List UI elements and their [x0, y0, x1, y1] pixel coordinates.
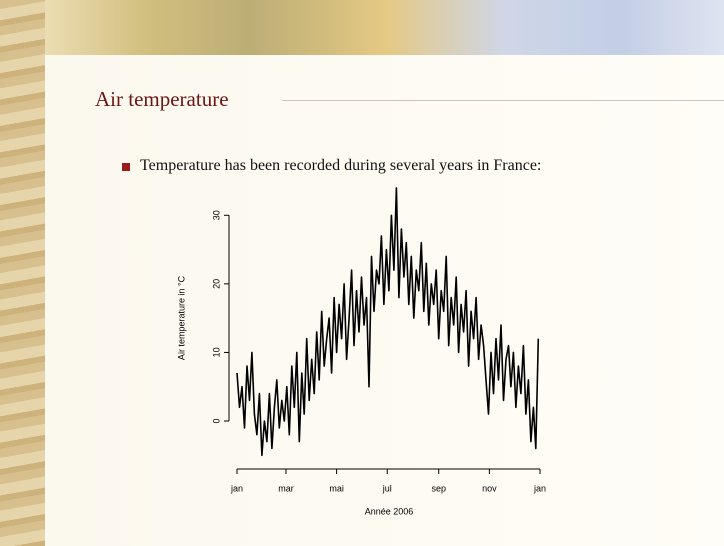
y-tick-label: 30	[211, 210, 221, 220]
x-tick-label: jan	[533, 483, 546, 493]
y-axis-title: Air temperature in °C	[176, 275, 186, 360]
temperature-line	[236, 187, 540, 457]
banner	[45, 0, 724, 55]
x-tick-label: nov	[482, 483, 497, 493]
y-tick-label: 10	[211, 347, 221, 357]
x-tick-label: mar	[278, 483, 294, 493]
x-tick-label: jul	[382, 483, 392, 493]
y-tick-label: 0	[211, 418, 221, 423]
x-tick-label: sep	[431, 483, 446, 493]
bullet-text: Temperature has been recorded during sev…	[140, 157, 542, 174]
x-tick-label: jan	[230, 483, 243, 493]
title-rule	[282, 100, 724, 101]
border-texture	[0, 0, 45, 546]
slide-title: Air temperature	[95, 87, 229, 111]
y-tick-label: 20	[211, 279, 221, 289]
bullet-marker	[122, 163, 130, 171]
x-axis-title: Année 2006	[365, 506, 414, 516]
x-tick-label: mai	[329, 483, 344, 493]
